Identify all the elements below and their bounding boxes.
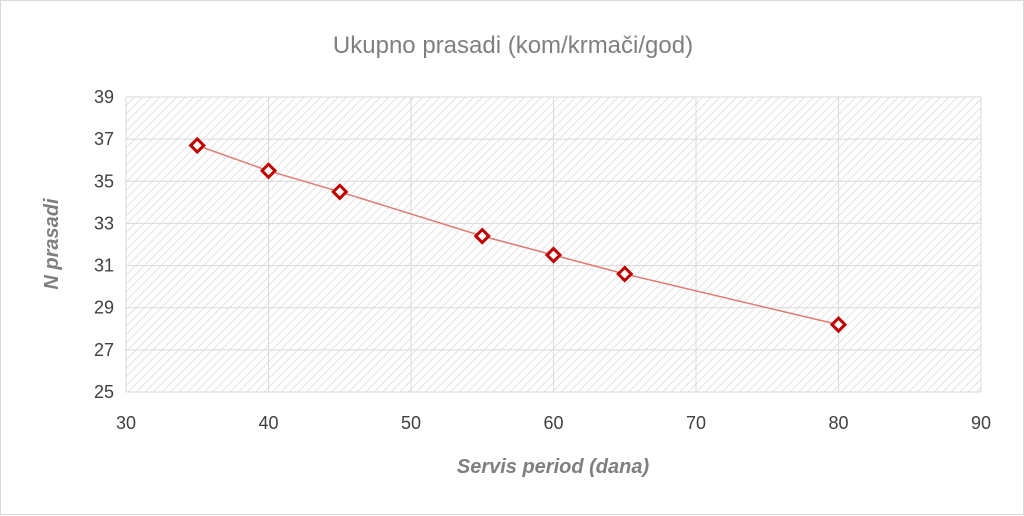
x-tick-label: 50: [401, 413, 421, 433]
data-point-marker: [188, 136, 206, 155]
y-tick-label: 25: [94, 382, 114, 402]
y-tick-label: 35: [94, 171, 114, 191]
x-tick-label: 40: [258, 413, 278, 433]
x-tick-label: 60: [543, 413, 563, 433]
data-point-marker: [544, 246, 563, 264]
gridlines: [125, 96, 982, 393]
y-tick-label: 27: [94, 340, 114, 360]
x-tick-label: 70: [686, 413, 706, 433]
x-tick-label: 30: [116, 413, 136, 433]
y-tick-label: 33: [94, 213, 114, 233]
data-point-marker: [616, 265, 634, 283]
chart-title: Ukupno prasadi (kom/krmači/god): [333, 32, 693, 59]
x-tick-label: 80: [828, 413, 848, 433]
y-axis-title: N prasadi: [41, 198, 63, 290]
y-tick-label: 29: [94, 298, 114, 318]
x-tick-label: 90: [971, 413, 991, 433]
y-tick-label: 31: [94, 256, 114, 276]
x-axis-title: Servis period (dana): [457, 456, 650, 478]
data-points: [188, 136, 848, 334]
y-tick-label: 37: [94, 129, 114, 149]
data-point-marker: [829, 315, 848, 334]
y-axis-ticks: 25 27 29 31 33 35 37 39: [94, 87, 114, 402]
data-point-marker: [331, 183, 349, 201]
x-axis-ticks: 30 40 50 60 70 80 90: [116, 413, 991, 433]
data-point-marker: [473, 227, 491, 245]
data-point-marker: [259, 162, 278, 180]
y-tick-label: 39: [94, 87, 114, 107]
